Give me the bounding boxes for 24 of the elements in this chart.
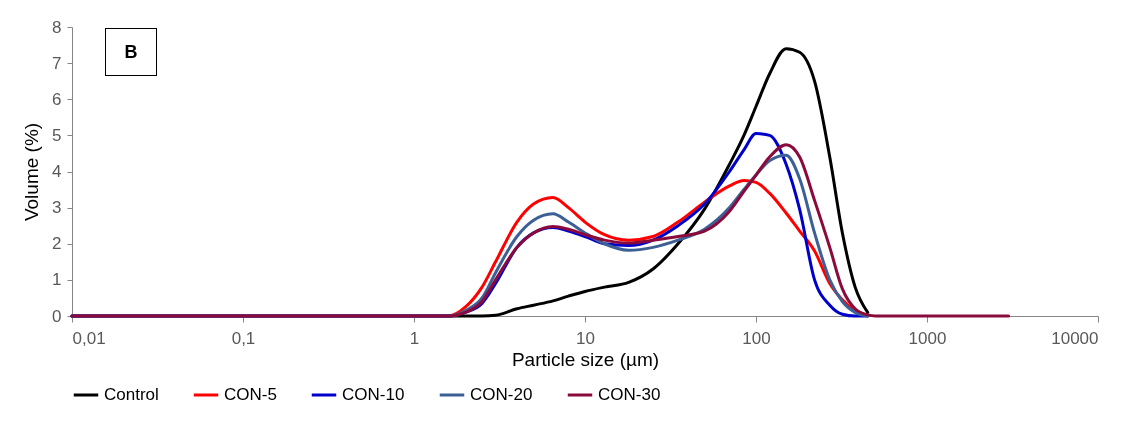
y-axis-title: Volume (%) xyxy=(21,122,43,222)
x-tick-label: 1000 xyxy=(908,328,947,348)
legend-label: CON-30 xyxy=(598,385,661,404)
x-tick-label: 1 xyxy=(409,328,420,348)
annotation: B xyxy=(105,28,157,76)
x-tick-label: 0,01 xyxy=(72,328,106,348)
y-tick-label: 6 xyxy=(52,89,62,109)
x-tick-label: 10000 xyxy=(1051,328,1099,348)
legend-label: Control xyxy=(104,385,159,404)
y-tick-label: 1 xyxy=(52,270,62,290)
x-tick-label: 0,1 xyxy=(231,328,256,348)
x-tick-label: 100 xyxy=(742,328,771,348)
y-tick-label: 2 xyxy=(52,234,62,254)
y-tick-label: 8 xyxy=(52,17,62,37)
y-tick-label: 4 xyxy=(52,162,62,181)
legend-label: CON-20 xyxy=(470,385,533,404)
y-tick-label: 3 xyxy=(52,198,62,218)
legend-label: CON-5 xyxy=(224,385,277,404)
y-tick-label: 0 xyxy=(52,306,62,326)
x-axis-title: Particle size (µm) xyxy=(511,348,660,370)
y-tick-label: 7 xyxy=(52,53,62,73)
y-tick-label: 5 xyxy=(52,125,62,145)
x-tick-label: 10 xyxy=(576,328,595,348)
legend-label: CON-10 xyxy=(342,385,405,404)
